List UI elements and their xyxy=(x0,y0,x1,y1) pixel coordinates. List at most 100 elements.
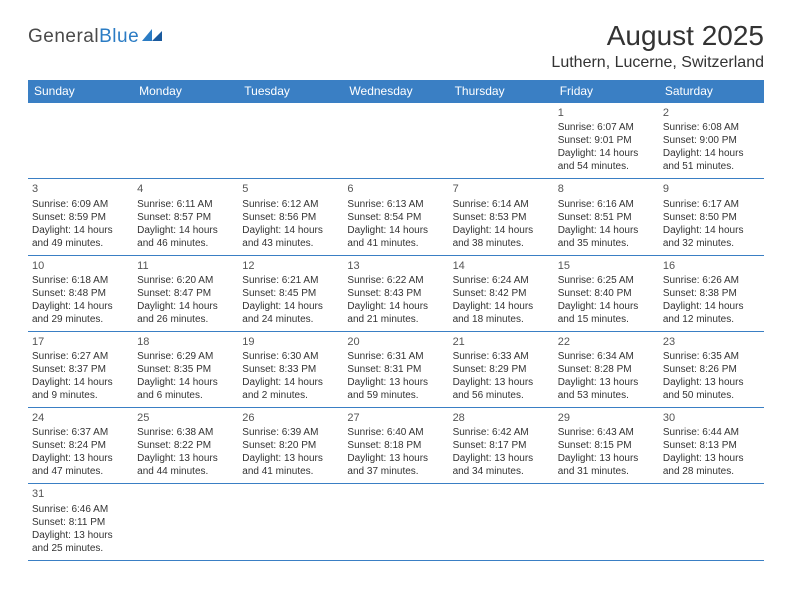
calendar-table: SundayMondayTuesdayWednesdayThursdayFrid… xyxy=(28,80,764,561)
calendar-cell: 18Sunrise: 6:29 AMSunset: 8:35 PMDayligh… xyxy=(133,331,238,407)
calendar-cell: 23Sunrise: 6:35 AMSunset: 8:26 PMDayligh… xyxy=(659,331,764,407)
calendar-cell: 22Sunrise: 6:34 AMSunset: 8:28 PMDayligh… xyxy=(554,331,659,407)
calendar-cell: 17Sunrise: 6:27 AMSunset: 8:37 PMDayligh… xyxy=(28,331,133,407)
calendar-cell: 14Sunrise: 6:24 AMSunset: 8:42 PMDayligh… xyxy=(449,255,554,331)
calendar-row: 24Sunrise: 6:37 AMSunset: 8:24 PMDayligh… xyxy=(28,408,764,484)
cell-line: and 18 minutes. xyxy=(453,313,550,326)
cell-line: Daylight: 14 hours xyxy=(137,300,234,313)
cell-line: and 21 minutes. xyxy=(347,313,444,326)
cell-line: Daylight: 14 hours xyxy=(137,376,234,389)
cell-line: Daylight: 14 hours xyxy=(453,300,550,313)
day-header-row: SundayMondayTuesdayWednesdayThursdayFrid… xyxy=(28,80,764,103)
cell-line: and 24 minutes. xyxy=(242,313,339,326)
cell-line: Daylight: 14 hours xyxy=(663,300,760,313)
calendar-row: 3Sunrise: 6:09 AMSunset: 8:59 PMDaylight… xyxy=(28,179,764,255)
cell-line: and 51 minutes. xyxy=(663,160,760,173)
cell-line: Sunset: 8:24 PM xyxy=(32,439,129,452)
cell-line: Sunset: 8:11 PM xyxy=(32,516,129,529)
calendar-cell: 30Sunrise: 6:44 AMSunset: 8:13 PMDayligh… xyxy=(659,408,764,484)
cell-line: and 41 minutes. xyxy=(242,465,339,478)
day-number: 25 xyxy=(137,411,234,425)
cell-line: and 41 minutes. xyxy=(347,237,444,250)
cell-line: Sunrise: 6:35 AM xyxy=(663,350,760,363)
cell-line: Sunrise: 6:46 AM xyxy=(32,503,129,516)
calendar-row: 17Sunrise: 6:27 AMSunset: 8:37 PMDayligh… xyxy=(28,331,764,407)
cell-line: and 50 minutes. xyxy=(663,389,760,402)
cell-line: Sunrise: 6:30 AM xyxy=(242,350,339,363)
calendar-cell: 16Sunrise: 6:26 AMSunset: 8:38 PMDayligh… xyxy=(659,255,764,331)
day-number: 11 xyxy=(137,259,234,273)
calendar-cell: 28Sunrise: 6:42 AMSunset: 8:17 PMDayligh… xyxy=(449,408,554,484)
cell-line: Sunset: 8:18 PM xyxy=(347,439,444,452)
day-number: 10 xyxy=(32,259,129,273)
cell-line: Sunset: 8:22 PM xyxy=(137,439,234,452)
day-number: 21 xyxy=(453,335,550,349)
cell-line: Sunset: 8:26 PM xyxy=(663,363,760,376)
day-header: Friday xyxy=(554,80,659,103)
cell-line: Sunrise: 6:33 AM xyxy=(453,350,550,363)
cell-line: Sunrise: 6:34 AM xyxy=(558,350,655,363)
cell-line: Sunrise: 6:18 AM xyxy=(32,274,129,287)
cell-line: Sunrise: 6:44 AM xyxy=(663,426,760,439)
cell-line: Sunset: 8:38 PM xyxy=(663,287,760,300)
day-number: 1 xyxy=(558,106,655,120)
cell-line: Sunrise: 6:22 AM xyxy=(347,274,444,287)
cell-line: Sunset: 8:54 PM xyxy=(347,211,444,224)
cell-line: Sunset: 8:33 PM xyxy=(242,363,339,376)
cell-line: Sunset: 8:17 PM xyxy=(453,439,550,452)
cell-line: Sunrise: 6:12 AM xyxy=(242,198,339,211)
calendar-cell: 10Sunrise: 6:18 AMSunset: 8:48 PMDayligh… xyxy=(28,255,133,331)
cell-line: Daylight: 14 hours xyxy=(663,224,760,237)
calendar-row: 31Sunrise: 6:46 AMSunset: 8:11 PMDayligh… xyxy=(28,484,764,560)
cell-line: Daylight: 13 hours xyxy=(663,376,760,389)
calendar-cell: 19Sunrise: 6:30 AMSunset: 8:33 PMDayligh… xyxy=(238,331,343,407)
day-number: 7 xyxy=(453,182,550,196)
cell-line: Sunrise: 6:26 AM xyxy=(663,274,760,287)
month-title: August 2025 xyxy=(551,20,764,52)
day-number: 17 xyxy=(32,335,129,349)
day-number: 26 xyxy=(242,411,339,425)
day-number: 20 xyxy=(347,335,444,349)
day-number: 30 xyxy=(663,411,760,425)
day-number: 6 xyxy=(347,182,444,196)
cell-line: Sunrise: 6:43 AM xyxy=(558,426,655,439)
cell-line: Sunset: 8:42 PM xyxy=(453,287,550,300)
cell-line: and 15 minutes. xyxy=(558,313,655,326)
cell-line: and 25 minutes. xyxy=(32,542,129,555)
cell-line: and 46 minutes. xyxy=(137,237,234,250)
cell-line: Sunset: 8:48 PM xyxy=(32,287,129,300)
cell-line: Sunrise: 6:20 AM xyxy=(137,274,234,287)
cell-line: Sunrise: 6:07 AM xyxy=(558,121,655,134)
calendar-cell: 15Sunrise: 6:25 AMSunset: 8:40 PMDayligh… xyxy=(554,255,659,331)
cell-line: Daylight: 13 hours xyxy=(137,452,234,465)
cell-line: Daylight: 13 hours xyxy=(453,376,550,389)
cell-line: Sunrise: 6:14 AM xyxy=(453,198,550,211)
cell-line: Sunset: 8:20 PM xyxy=(242,439,339,452)
calendar-cell: 31Sunrise: 6:46 AMSunset: 8:11 PMDayligh… xyxy=(28,484,133,560)
cell-line: and 59 minutes. xyxy=(347,389,444,402)
calendar-cell: 12Sunrise: 6:21 AMSunset: 8:45 PMDayligh… xyxy=(238,255,343,331)
cell-line: Daylight: 13 hours xyxy=(32,452,129,465)
day-number: 23 xyxy=(663,335,760,349)
cell-line: and 31 minutes. xyxy=(558,465,655,478)
cell-line: Sunset: 8:47 PM xyxy=(137,287,234,300)
calendar-cell: 3Sunrise: 6:09 AMSunset: 8:59 PMDaylight… xyxy=(28,179,133,255)
cell-line: Sunset: 8:57 PM xyxy=(137,211,234,224)
day-number: 9 xyxy=(663,182,760,196)
cell-line: Sunrise: 6:42 AM xyxy=(453,426,550,439)
cell-line: Sunrise: 6:31 AM xyxy=(347,350,444,363)
day-number: 3 xyxy=(32,182,129,196)
cell-line: Sunset: 8:59 PM xyxy=(32,211,129,224)
day-number: 15 xyxy=(558,259,655,273)
cell-line: and 32 minutes. xyxy=(663,237,760,250)
calendar-cell xyxy=(343,484,448,560)
cell-line: Daylight: 14 hours xyxy=(242,224,339,237)
cell-line: and 53 minutes. xyxy=(558,389,655,402)
cell-line: Sunrise: 6:17 AM xyxy=(663,198,760,211)
cell-line: Sunset: 8:43 PM xyxy=(347,287,444,300)
cell-line: and 26 minutes. xyxy=(137,313,234,326)
cell-line: Sunrise: 6:29 AM xyxy=(137,350,234,363)
day-number: 22 xyxy=(558,335,655,349)
calendar-cell xyxy=(343,103,448,179)
cell-line: Daylight: 14 hours xyxy=(32,224,129,237)
